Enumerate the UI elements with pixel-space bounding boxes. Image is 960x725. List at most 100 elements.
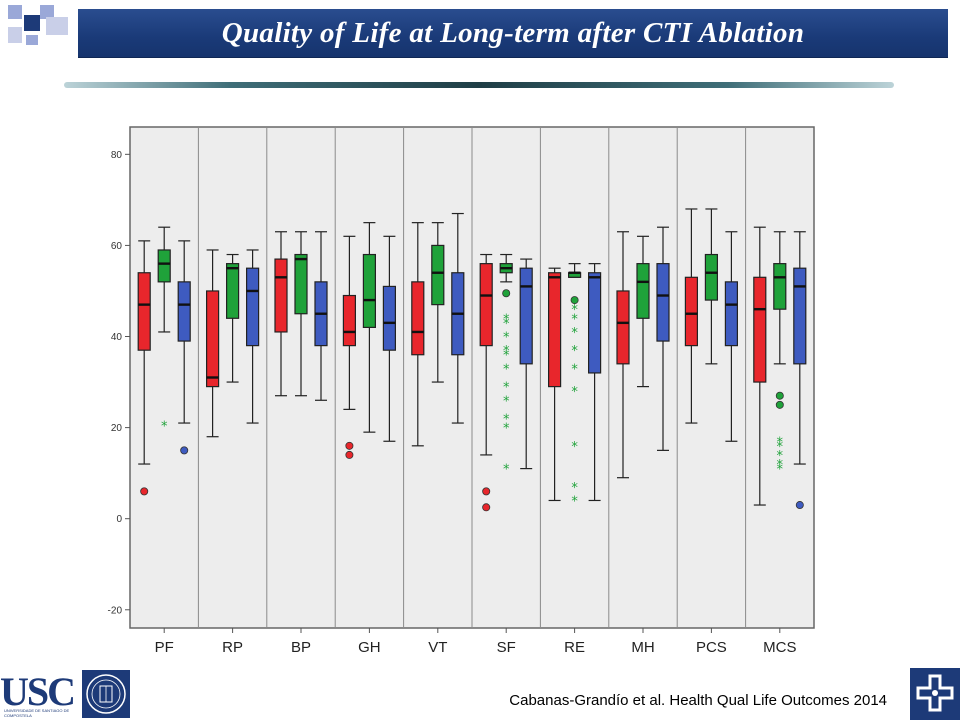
- usc-logo-subtext: UNIVERSIDADE DE SANTIAGO DE COMPOSTELA: [4, 708, 70, 718]
- outlier-point: [775, 391, 784, 400]
- box-6-años-GH: [382, 235, 396, 442]
- box-1-año-RP: [226, 253, 240, 383]
- outlier-point: [795, 501, 804, 510]
- box: [773, 263, 787, 310]
- box-1-año-SF: ***********: [499, 253, 513, 478]
- box-1-año-MH: [636, 235, 650, 388]
- box: [246, 267, 260, 347]
- extreme-point: *: [503, 422, 510, 437]
- box-6-años-MCS: [793, 231, 807, 510]
- extreme-point: *: [503, 317, 510, 332]
- box: [588, 272, 602, 374]
- box: [137, 272, 151, 351]
- box-Basal-RE: [548, 267, 562, 502]
- box: [684, 276, 699, 347]
- box-1-año-VT: [431, 222, 445, 383]
- box-Basal-MCS: [753, 226, 767, 506]
- extreme-point: *: [571, 362, 578, 377]
- box: [656, 263, 670, 342]
- outlier-point: [482, 487, 491, 496]
- box: [519, 267, 533, 365]
- box: [479, 263, 493, 347]
- box: [636, 263, 650, 319]
- extreme-point: *: [571, 494, 578, 509]
- y-tick-label: 0: [116, 514, 122, 525]
- box-6-años-MH: [656, 226, 670, 451]
- box-Basal-SF: [479, 253, 493, 512]
- y-tick-label: 20: [111, 423, 123, 434]
- university-logo: USC UNIVERSIDADE DE SANTIAGO DE COMPOSTE…: [0, 668, 135, 720]
- box-Basal-PF: [137, 240, 151, 496]
- corner-decoration: [8, 5, 70, 45]
- x-tick-label: BP: [291, 639, 311, 656]
- extreme-point: *: [571, 440, 578, 455]
- box-6-años-VT: [451, 212, 465, 424]
- cross-icon: [916, 674, 954, 712]
- box-Basal-MH: [616, 231, 630, 479]
- x-tick-label: PCS: [696, 639, 727, 656]
- x-tick-label: RE: [564, 639, 585, 656]
- box-Basal-RP: [205, 249, 220, 438]
- box: [724, 281, 739, 347]
- box-1-año-PCS: [704, 208, 719, 365]
- x-tick-label: MCS: [763, 639, 796, 656]
- box-Basal-PCS: [684, 208, 699, 424]
- y-tick-label: -20: [108, 605, 123, 616]
- cross-logo: [910, 668, 960, 720]
- box-Basal-VT: [411, 222, 425, 447]
- extreme-point: *: [503, 381, 510, 396]
- box-6-años-PCS: [724, 231, 739, 442]
- box: [616, 290, 630, 365]
- outlier-point: [775, 400, 784, 409]
- outlier-point: [502, 289, 511, 298]
- extreme-point: *: [777, 440, 784, 455]
- outlier-point: [570, 296, 579, 305]
- extreme-point: *: [571, 344, 578, 359]
- box: [704, 253, 719, 301]
- extreme-point: *: [503, 312, 510, 327]
- box: [793, 267, 807, 365]
- box: [431, 244, 445, 306]
- extreme-point: *: [571, 312, 578, 327]
- extreme-point: *: [571, 385, 578, 400]
- y-tick-label: 40: [111, 332, 123, 343]
- extreme-point: *: [161, 419, 168, 434]
- x-tick-label: SF: [497, 639, 516, 656]
- x-tick-label: MH: [631, 639, 654, 656]
- box: [274, 258, 288, 333]
- box-1-año-RE: *********: [568, 263, 582, 509]
- box-6-años-RP: [246, 249, 260, 424]
- extreme-point: *: [777, 449, 784, 464]
- extreme-point: *: [503, 412, 510, 427]
- y-tick-label: 60: [111, 241, 123, 252]
- usc-logo-text: USC: [0, 669, 76, 714]
- outlier-point: [140, 487, 149, 496]
- x-tick-label: RP: [222, 639, 243, 656]
- box-6-años-RE: [588, 263, 602, 502]
- extreme-point: *: [503, 349, 510, 364]
- box-Basal-BP: [274, 231, 288, 397]
- extreme-point: *: [571, 303, 578, 318]
- extreme-point: *: [503, 394, 510, 409]
- box: [205, 290, 220, 388]
- box: [548, 272, 562, 388]
- box: [226, 263, 240, 319]
- y-tick-label: 80: [111, 150, 123, 161]
- title-bar: Quality of Life at Long-term after CTI A…: [78, 9, 948, 58]
- extreme-point: *: [503, 362, 510, 377]
- seal-icon: [82, 670, 130, 718]
- outlier-point: [482, 503, 491, 512]
- title-divider: [64, 82, 894, 88]
- box: [362, 253, 376, 328]
- box: [157, 249, 171, 283]
- outlier-point: [345, 450, 354, 459]
- outlier-point: [345, 441, 354, 450]
- box: [294, 253, 308, 315]
- box: [177, 281, 191, 342]
- x-tick-label: VT: [428, 639, 447, 656]
- box-Basal-GH: [342, 235, 356, 459]
- extreme-point: *: [503, 331, 510, 346]
- box: [411, 281, 425, 356]
- citation: Cabanas-Grandío et al. Health Qual Life …: [509, 692, 887, 709]
